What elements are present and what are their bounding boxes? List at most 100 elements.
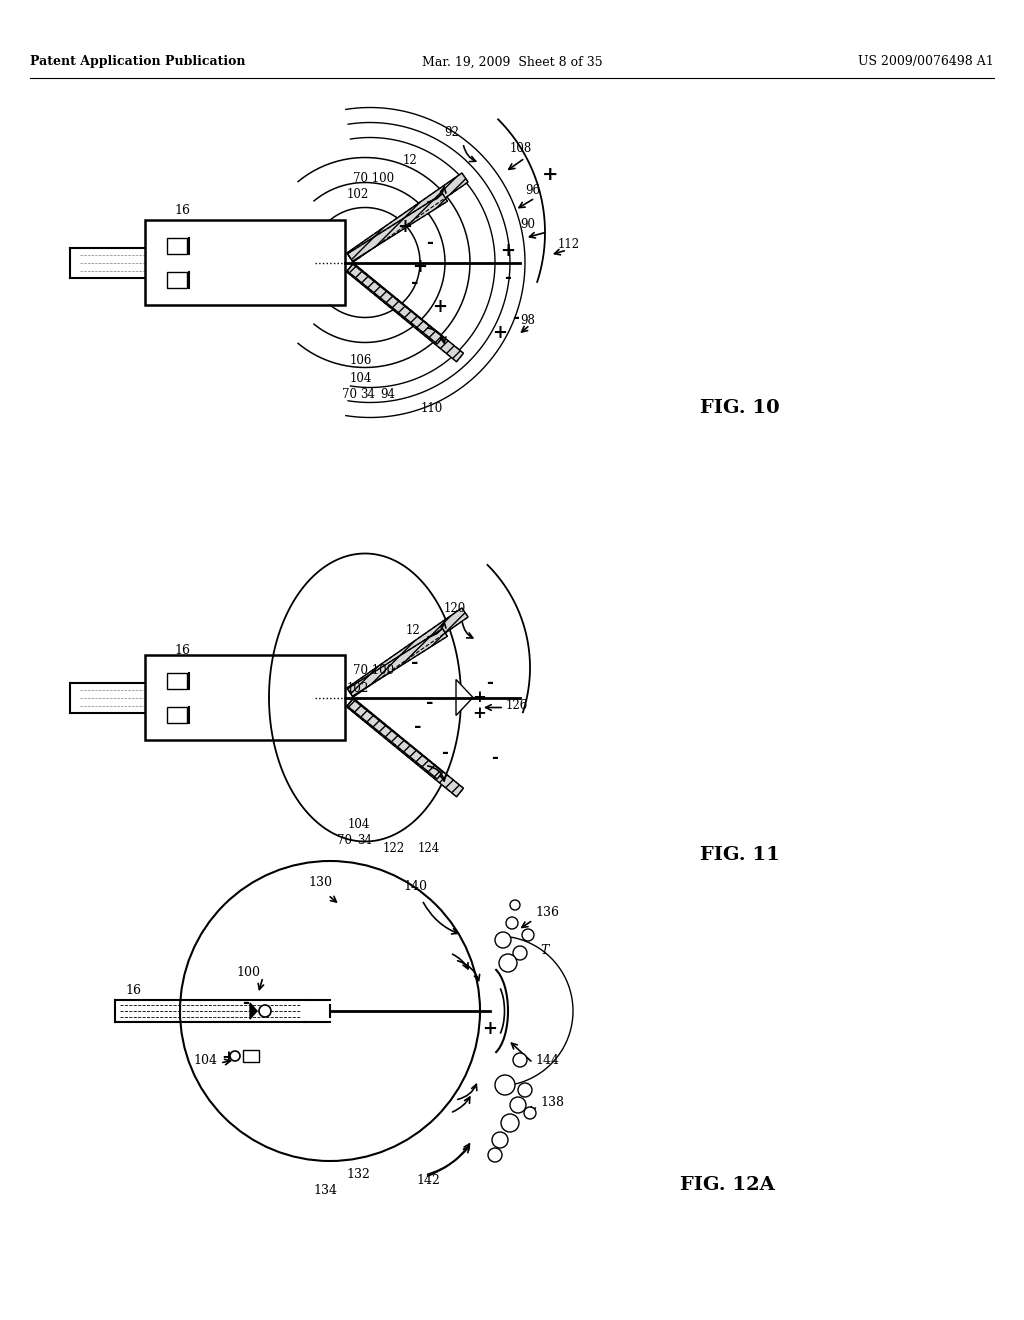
Text: -: - [441, 744, 449, 762]
Text: -: - [427, 234, 433, 251]
Text: FIG. 10: FIG. 10 [700, 399, 779, 417]
Text: +: + [501, 242, 515, 260]
Text: 16: 16 [125, 983, 141, 997]
Bar [167, 708, 187, 723]
Text: +: + [542, 166, 558, 183]
Circle shape [488, 1148, 502, 1162]
Text: -: - [505, 269, 511, 286]
Text: -: - [243, 994, 250, 1011]
Text: 16: 16 [174, 203, 190, 216]
Text: 124: 124 [418, 842, 440, 854]
Circle shape [495, 1074, 515, 1096]
Text: -: - [415, 718, 422, 737]
Text: 70: 70 [342, 388, 357, 401]
Text: 120: 120 [443, 602, 466, 615]
Text: 106: 106 [350, 354, 373, 367]
Circle shape [510, 900, 520, 909]
Text: +: + [397, 219, 413, 236]
Text: 110: 110 [421, 401, 443, 414]
Text: 134: 134 [313, 1184, 337, 1196]
Polygon shape [250, 1003, 257, 1019]
Text: 130: 130 [308, 876, 332, 890]
Text: 102: 102 [347, 189, 370, 202]
Polygon shape [346, 698, 464, 797]
Text: +: + [472, 705, 486, 722]
Circle shape [518, 1082, 532, 1097]
Text: 34: 34 [357, 833, 372, 846]
Text: +: + [482, 1020, 498, 1038]
Text: 144: 144 [535, 1053, 559, 1067]
Bar [167, 238, 187, 253]
Text: -: - [492, 748, 499, 766]
Text: 136: 136 [535, 907, 559, 920]
Text: 34: 34 [360, 388, 375, 401]
Text: 104: 104 [348, 818, 371, 832]
Text: -: - [412, 273, 419, 292]
Text: +: + [413, 259, 427, 276]
Circle shape [506, 917, 518, 929]
Text: +: + [432, 298, 447, 317]
Text: FIG. 11: FIG. 11 [700, 846, 780, 865]
Text: 70 100: 70 100 [353, 172, 394, 185]
Text: 132: 132 [346, 1168, 370, 1181]
Polygon shape [347, 194, 447, 261]
Text: 100: 100 [236, 966, 260, 979]
FancyBboxPatch shape [145, 220, 345, 305]
Text: 112: 112 [558, 239, 581, 252]
Text: 70: 70 [337, 833, 352, 846]
Text: 104: 104 [193, 1053, 217, 1067]
Polygon shape [347, 264, 442, 345]
Text: 142: 142 [416, 1173, 440, 1187]
Bar [243, 1049, 259, 1063]
Circle shape [499, 954, 517, 972]
Text: 92: 92 [444, 127, 460, 140]
FancyBboxPatch shape [145, 655, 345, 741]
Text: -: - [426, 693, 434, 711]
Circle shape [513, 1053, 527, 1067]
Circle shape [501, 1114, 519, 1133]
Circle shape [524, 1107, 536, 1119]
Text: 138: 138 [540, 1097, 564, 1110]
Text: 96: 96 [525, 183, 540, 197]
Circle shape [495, 932, 511, 948]
Text: Mar. 19, 2009  Sheet 8 of 35: Mar. 19, 2009 Sheet 8 of 35 [422, 55, 602, 69]
Polygon shape [347, 609, 468, 697]
Text: -: - [486, 675, 494, 690]
Polygon shape [347, 628, 447, 697]
Text: 122: 122 [383, 842, 406, 854]
Circle shape [492, 1133, 508, 1148]
Circle shape [522, 929, 534, 941]
Text: T: T [540, 944, 549, 957]
Circle shape [259, 1005, 271, 1016]
Text: -: - [513, 309, 519, 326]
Circle shape [513, 946, 527, 960]
Text: FIG. 12A: FIG. 12A [680, 1176, 775, 1195]
Text: 90: 90 [520, 219, 535, 231]
Text: 140: 140 [403, 880, 427, 894]
Polygon shape [347, 700, 442, 779]
Bar [167, 673, 187, 689]
Polygon shape [346, 263, 464, 362]
Text: 126: 126 [506, 700, 528, 711]
Polygon shape [347, 173, 468, 261]
Bar [167, 272, 187, 288]
Circle shape [510, 1097, 526, 1113]
Text: 94: 94 [381, 388, 395, 401]
Circle shape [230, 1051, 240, 1061]
Text: 108: 108 [510, 141, 532, 154]
Text: +: + [221, 1048, 234, 1065]
Circle shape [180, 861, 480, 1162]
Text: 70 100: 70 100 [353, 664, 394, 676]
Polygon shape [456, 680, 473, 715]
Text: +: + [472, 689, 486, 706]
Text: 12: 12 [406, 623, 421, 636]
Text: Patent Application Publication: Patent Application Publication [30, 55, 246, 69]
Text: 104: 104 [350, 371, 373, 384]
Text: -: - [412, 653, 419, 672]
Text: +: + [493, 323, 508, 342]
Text: 16: 16 [174, 644, 190, 656]
Text: 98: 98 [520, 314, 535, 326]
Text: US 2009/0076498 A1: US 2009/0076498 A1 [858, 55, 994, 69]
Text: 12: 12 [402, 153, 418, 166]
Text: 102: 102 [347, 681, 370, 694]
